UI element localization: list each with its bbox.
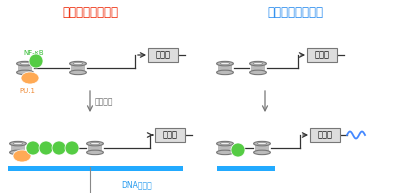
Ellipse shape xyxy=(13,150,31,162)
Text: NF-κB: NF-κB xyxy=(24,50,44,56)
Circle shape xyxy=(65,141,79,155)
Ellipse shape xyxy=(217,150,234,155)
FancyBboxPatch shape xyxy=(307,48,337,62)
FancyBboxPatch shape xyxy=(148,48,178,62)
FancyBboxPatch shape xyxy=(155,128,185,142)
Circle shape xyxy=(39,141,53,155)
Ellipse shape xyxy=(70,61,86,66)
Circle shape xyxy=(231,143,245,157)
Ellipse shape xyxy=(10,141,26,146)
Ellipse shape xyxy=(70,70,86,75)
Polygon shape xyxy=(251,64,265,72)
Ellipse shape xyxy=(73,63,83,65)
Polygon shape xyxy=(88,144,102,152)
Text: 遺伝子: 遺伝子 xyxy=(314,51,330,59)
Polygon shape xyxy=(18,64,32,72)
Ellipse shape xyxy=(254,150,270,155)
Polygon shape xyxy=(218,64,232,72)
Text: 遺伝子: 遺伝子 xyxy=(318,130,332,140)
Ellipse shape xyxy=(253,63,263,65)
Ellipse shape xyxy=(250,70,266,75)
Bar xyxy=(8,166,183,171)
Ellipse shape xyxy=(250,61,266,66)
Ellipse shape xyxy=(86,141,103,146)
Ellipse shape xyxy=(220,142,230,145)
Ellipse shape xyxy=(90,142,100,145)
Ellipse shape xyxy=(17,70,34,75)
Ellipse shape xyxy=(86,150,103,155)
Ellipse shape xyxy=(220,63,230,65)
Ellipse shape xyxy=(257,142,267,145)
Text: 抗原刺激: 抗原刺激 xyxy=(95,97,114,106)
Ellipse shape xyxy=(217,61,234,66)
Bar xyxy=(217,166,275,171)
Text: DNAの長さ: DNAの長さ xyxy=(122,180,152,189)
Polygon shape xyxy=(11,144,25,152)
Ellipse shape xyxy=(21,72,39,84)
Text: 長いエンハンサー: 長いエンハンサー xyxy=(62,6,118,19)
Ellipse shape xyxy=(254,141,270,146)
Polygon shape xyxy=(255,144,269,152)
Text: PU.1: PU.1 xyxy=(19,88,35,94)
Ellipse shape xyxy=(217,141,234,146)
Polygon shape xyxy=(71,64,85,72)
FancyBboxPatch shape xyxy=(310,128,340,142)
Ellipse shape xyxy=(17,61,34,66)
Ellipse shape xyxy=(217,70,234,75)
Text: 遺伝子: 遺伝子 xyxy=(162,130,178,140)
Circle shape xyxy=(52,141,66,155)
Text: 遺伝子: 遺伝子 xyxy=(156,51,170,59)
Ellipse shape xyxy=(13,142,23,145)
Polygon shape xyxy=(218,144,232,152)
Ellipse shape xyxy=(10,150,26,155)
Circle shape xyxy=(26,141,40,155)
Ellipse shape xyxy=(20,63,30,65)
Text: 短いエンハンサー: 短いエンハンサー xyxy=(267,6,323,19)
Circle shape xyxy=(29,54,43,68)
